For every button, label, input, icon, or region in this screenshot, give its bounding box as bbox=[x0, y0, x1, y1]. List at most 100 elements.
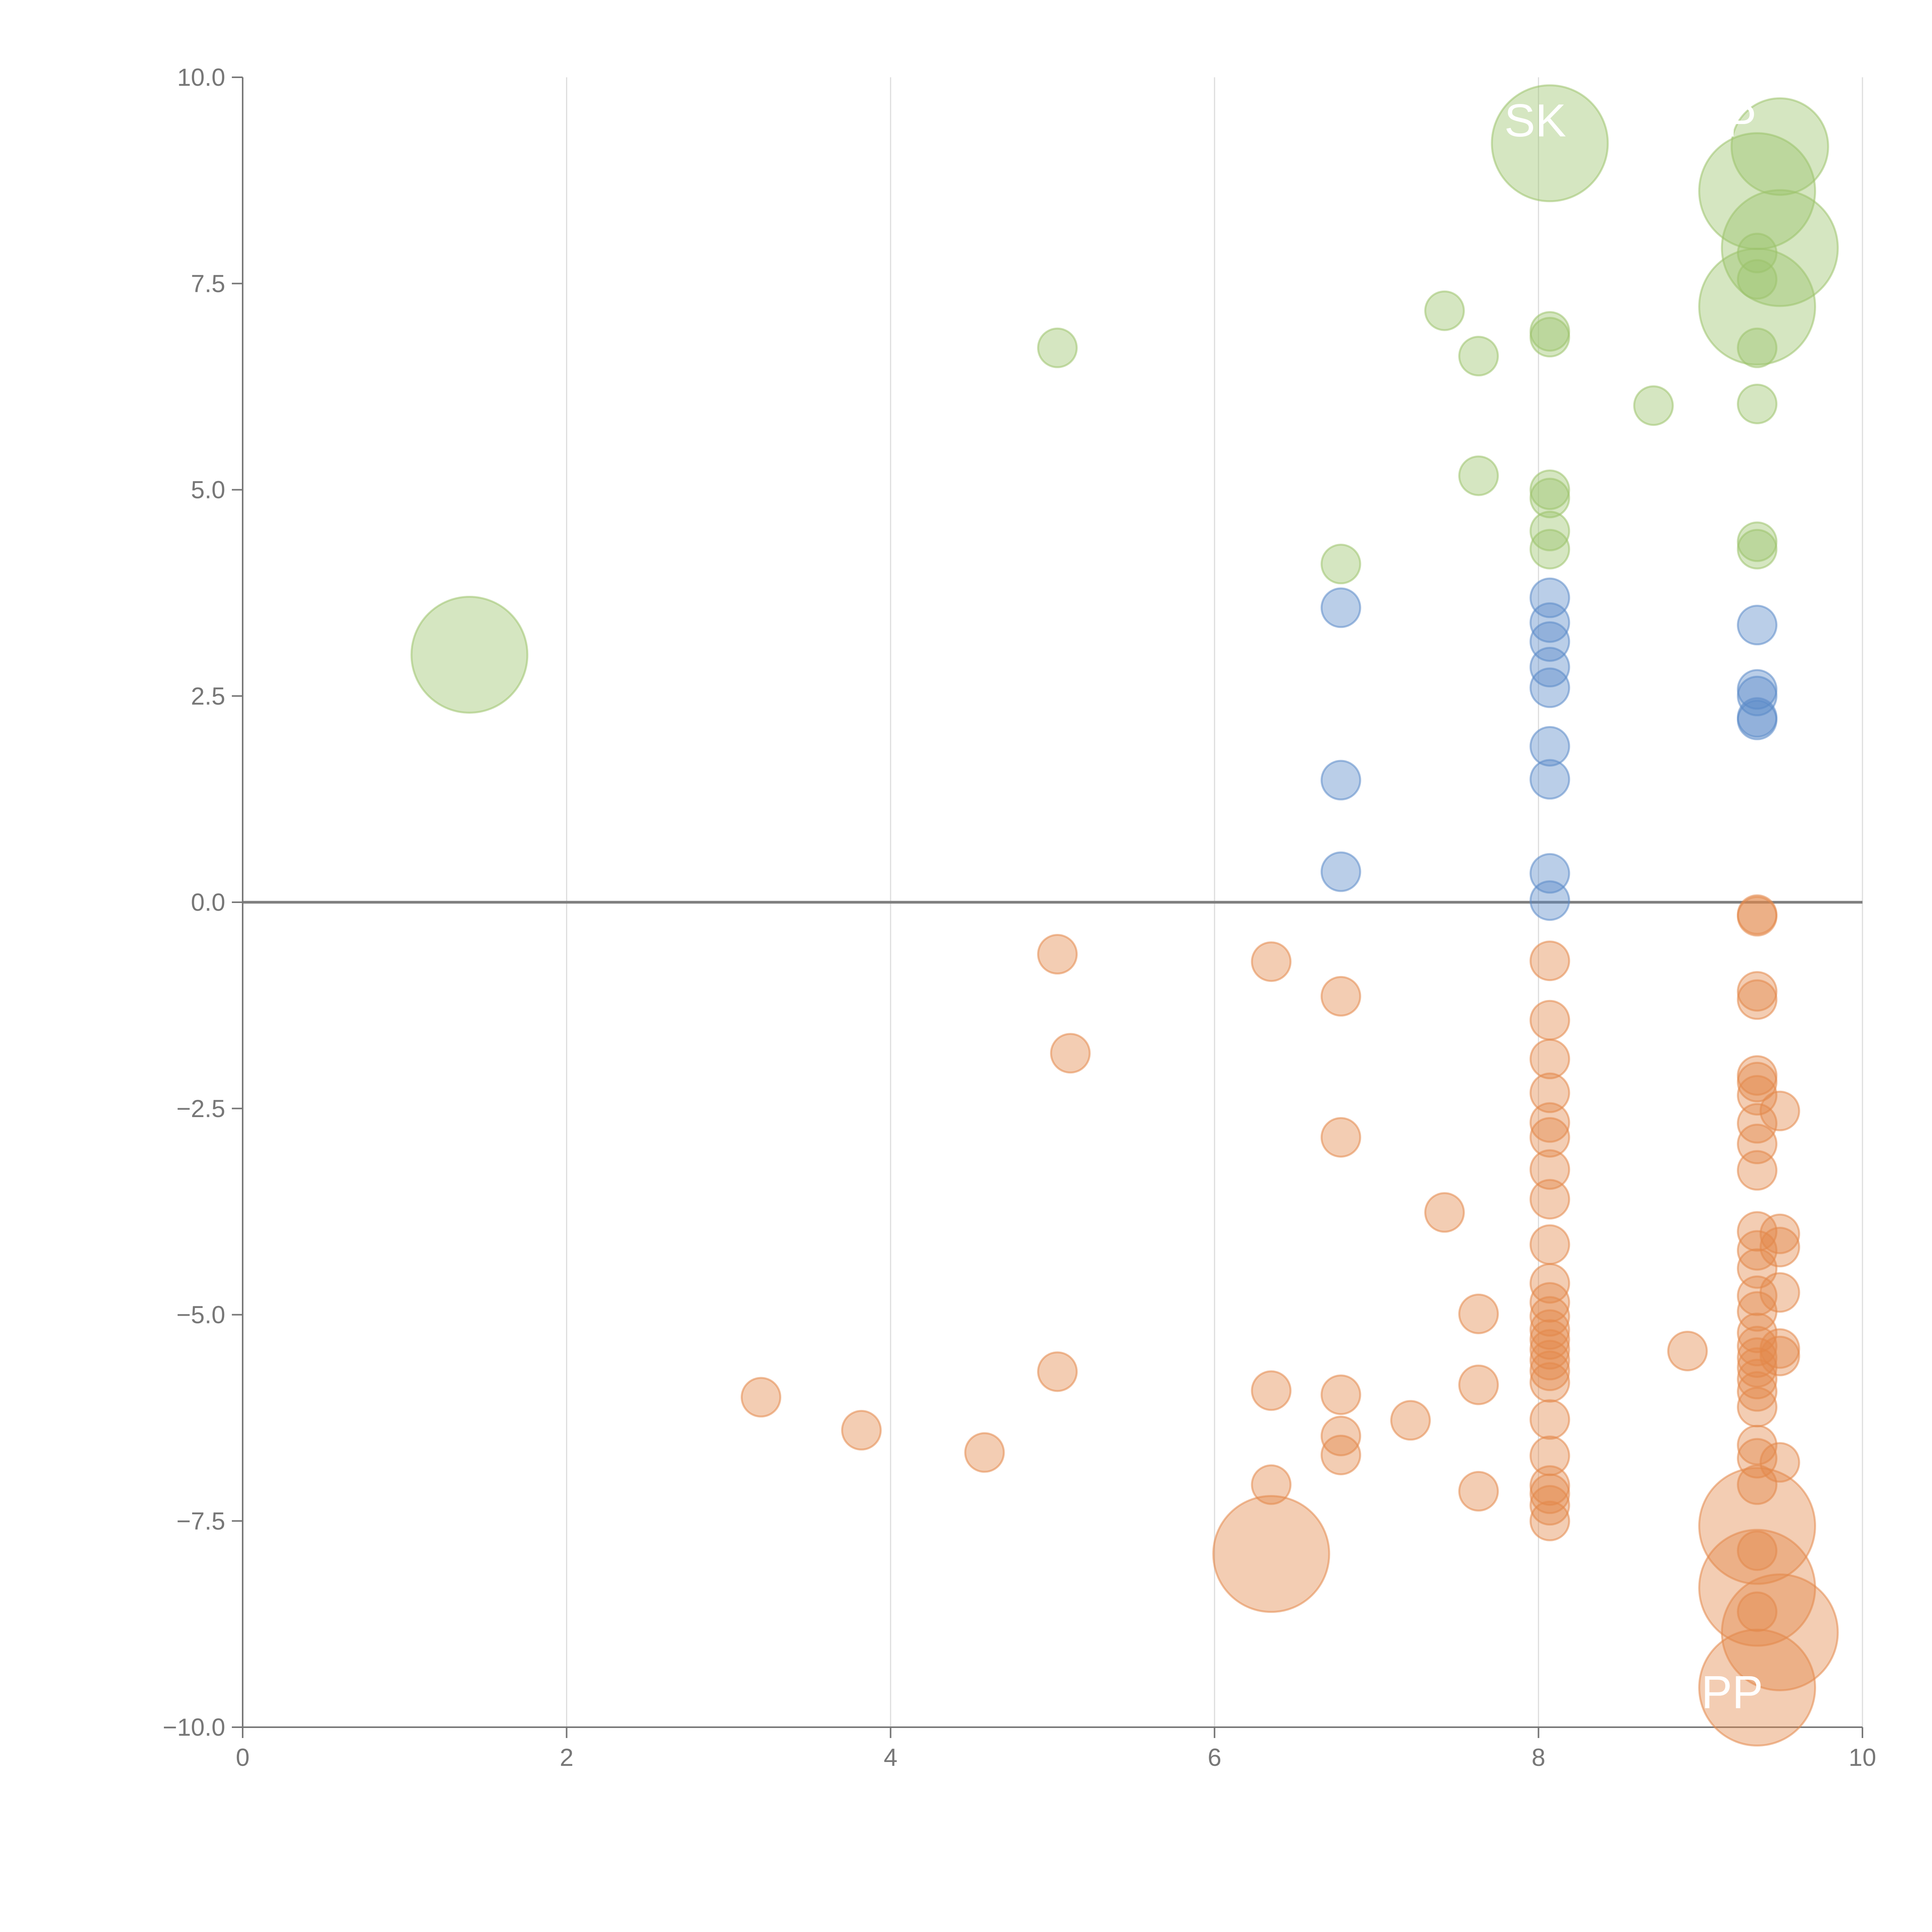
green-bubble bbox=[1737, 383, 1778, 424]
green-bubble bbox=[1491, 84, 1609, 202]
orange-bubble bbox=[1458, 1293, 1499, 1334]
orange-bubble bbox=[1424, 1192, 1465, 1233]
orange-bubble bbox=[1529, 940, 1570, 981]
orange-bubble bbox=[1698, 1467, 1816, 1585]
green-bubble bbox=[1730, 97, 1829, 196]
green-bubble bbox=[1698, 248, 1816, 366]
orange-bubble bbox=[740, 1377, 781, 1418]
y-tick-label: −5.0 bbox=[177, 1301, 225, 1329]
orange-bubble bbox=[1737, 1591, 1778, 1632]
blue-series bbox=[1320, 577, 1778, 921]
blue-bubble bbox=[1529, 577, 1570, 618]
orange-bubble bbox=[1529, 1179, 1570, 1220]
blue-bubble bbox=[1529, 667, 1570, 708]
orange-bubble bbox=[1737, 1530, 1778, 1571]
orange-bubble bbox=[1458, 1471, 1499, 1512]
orange-bubble bbox=[1037, 934, 1078, 975]
orange-bubble bbox=[1759, 1226, 1800, 1267]
green-bubble bbox=[1424, 290, 1465, 331]
green-bubble bbox=[410, 596, 529, 714]
green-bubble bbox=[1633, 385, 1674, 426]
blue-bubble bbox=[1320, 587, 1361, 628]
y-tick-label: 7.5 bbox=[191, 270, 225, 298]
orange-bubble bbox=[1320, 1117, 1361, 1158]
orange-bubble bbox=[1698, 1529, 1816, 1647]
orange-bubble bbox=[1737, 1371, 1778, 1412]
y-tick-label: −10.0 bbox=[163, 1713, 225, 1741]
orange-bubble bbox=[1212, 1495, 1330, 1613]
y-tick-label: −7.5 bbox=[177, 1507, 225, 1535]
bubble-label: P bbox=[1726, 95, 1757, 146]
green-bubble bbox=[1737, 529, 1778, 570]
green-bubble bbox=[1721, 189, 1839, 307]
blue-bubble bbox=[1320, 760, 1361, 801]
orange-bubble bbox=[1737, 1387, 1778, 1428]
green-bubble bbox=[1529, 478, 1570, 519]
blue-bubble bbox=[1529, 647, 1570, 688]
orange-bubble bbox=[1037, 1351, 1078, 1392]
orange-bubble bbox=[1759, 1090, 1800, 1131]
orange-bubble bbox=[1759, 1213, 1800, 1254]
green-bubble bbox=[1529, 510, 1570, 551]
bubble-label: SK bbox=[1504, 95, 1566, 146]
orange-bubble bbox=[1390, 1400, 1431, 1441]
orange-bubble bbox=[1737, 1150, 1778, 1191]
orange-bubble bbox=[1529, 1039, 1570, 1080]
orange-bubble bbox=[1737, 1061, 1778, 1102]
orange-bubble bbox=[1529, 1149, 1570, 1190]
blue-bubble bbox=[1737, 675, 1778, 716]
orange-bubble bbox=[1529, 1296, 1570, 1337]
blue-bubble bbox=[1529, 880, 1570, 921]
green-bubble bbox=[1737, 259, 1778, 300]
orange-bubble bbox=[1529, 1102, 1570, 1143]
orange-bubble bbox=[1721, 1573, 1839, 1691]
green-bubble bbox=[1458, 455, 1499, 496]
orange-bubble bbox=[1320, 1434, 1361, 1475]
green-bubble bbox=[1737, 327, 1778, 368]
orange-bubble bbox=[1737, 1103, 1778, 1144]
green-bubble bbox=[1037, 327, 1078, 368]
orange-bubble bbox=[1529, 1329, 1570, 1370]
orange-bubble bbox=[1529, 1072, 1570, 1113]
bubble-label: APP bbox=[1670, 1666, 1763, 1718]
orange-bubble bbox=[1458, 1364, 1499, 1405]
orange-bubble bbox=[1529, 1362, 1570, 1403]
blue-bubble bbox=[1737, 699, 1778, 740]
orange-bubble bbox=[1320, 1374, 1361, 1415]
blue-bubble bbox=[1737, 605, 1778, 646]
orange-bubble bbox=[1737, 1464, 1778, 1505]
orange-bubble bbox=[1529, 1224, 1570, 1265]
green-bubble bbox=[1529, 317, 1570, 358]
orange-bubble bbox=[1529, 1485, 1570, 1526]
green-bubble bbox=[1320, 544, 1361, 585]
orange-bubble bbox=[1529, 1000, 1570, 1041]
orange-bubble bbox=[964, 1432, 1005, 1473]
blue-bubble bbox=[1529, 726, 1570, 767]
y-tick-label: 2.5 bbox=[191, 682, 225, 710]
orange-bubble bbox=[1529, 1350, 1570, 1391]
blue-bubble bbox=[1320, 851, 1361, 892]
orange-bubble bbox=[1251, 1370, 1292, 1411]
y-tick-label: 5.0 bbox=[191, 476, 225, 504]
orange-bubble bbox=[1737, 1326, 1778, 1367]
orange-bubble bbox=[1320, 976, 1361, 1017]
orange-bubble bbox=[1529, 1319, 1570, 1360]
orange-bubble bbox=[1050, 1033, 1091, 1074]
bubble-labels: SK P APP bbox=[1504, 95, 1763, 1718]
x-tick-label: 2 bbox=[560, 1743, 574, 1771]
y-tick-label: 0.0 bbox=[191, 888, 225, 916]
orange-bubble bbox=[1759, 1442, 1800, 1483]
x-tick-label: 10 bbox=[1849, 1743, 1876, 1771]
orange-bubble bbox=[1529, 1399, 1570, 1440]
orange-bubble bbox=[1737, 896, 1778, 937]
x-tick-label: 8 bbox=[1532, 1743, 1546, 1771]
orange-bubble bbox=[1529, 1117, 1570, 1158]
orange-series bbox=[740, 894, 1839, 1747]
orange-bubble bbox=[1759, 1272, 1800, 1313]
data-series bbox=[410, 84, 1839, 1747]
green-series bbox=[410, 84, 1839, 714]
orange-bubble bbox=[1251, 1464, 1292, 1505]
x-tick-label: 4 bbox=[884, 1743, 898, 1771]
orange-bubble bbox=[1529, 1340, 1570, 1381]
